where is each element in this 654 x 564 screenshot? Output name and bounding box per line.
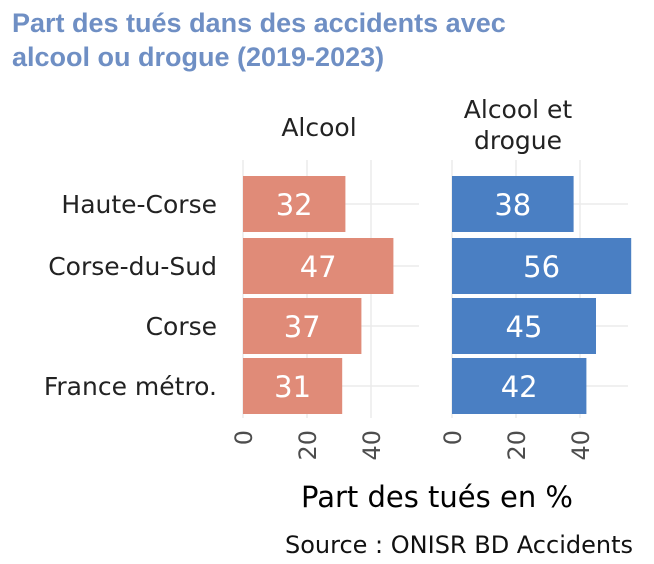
bar-value-label: 47	[300, 250, 337, 284]
x-tick-label: 40	[358, 430, 386, 461]
bar	[452, 298, 596, 354]
bar	[452, 238, 632, 294]
x-axis-title: Part des tués en %	[301, 480, 573, 514]
bar	[452, 176, 574, 232]
x-tick-label: 20	[294, 430, 322, 461]
panel-alcool: Alcool 32 47 37 31 0 20 40	[230, 113, 419, 461]
category-label: Corse-du-Sud	[48, 252, 217, 281]
chart-title-line-1: Part des tués dans des accidents avec	[12, 8, 506, 38]
bar-value-label: 32	[276, 188, 313, 222]
bar-value-label: 45	[506, 310, 543, 344]
source-note: Source : ONISR BD Accidents	[285, 531, 633, 559]
bar	[243, 176, 346, 232]
category-label: Haute-Corse	[61, 190, 217, 219]
bar	[243, 238, 394, 294]
bar-value-label: 37	[284, 310, 321, 344]
category-label: Corse	[146, 312, 217, 341]
chart-title-line-2: alcool ou drogue (2019-2023)	[12, 42, 385, 72]
bar	[452, 358, 587, 414]
x-tick-label: 40	[567, 430, 595, 461]
panel-label: drogue	[474, 126, 562, 155]
x-tick-label: 20	[503, 430, 531, 461]
bar	[243, 358, 343, 414]
panel-label: Alcool et	[464, 95, 573, 124]
panel-label: Alcool	[281, 113, 356, 142]
x-tick-label: 0	[439, 430, 467, 445]
bar-value-label: 31	[274, 370, 311, 404]
bar-value-label: 56	[523, 250, 560, 284]
x-tick-label: 0	[230, 430, 258, 445]
chart-title: Part des tués dans des accidents avec al…	[12, 6, 642, 74]
category-label: France métro.	[44, 372, 217, 401]
bar-value-label: 38	[494, 188, 531, 222]
bar-value-label: 42	[501, 370, 538, 404]
bar	[243, 298, 362, 354]
